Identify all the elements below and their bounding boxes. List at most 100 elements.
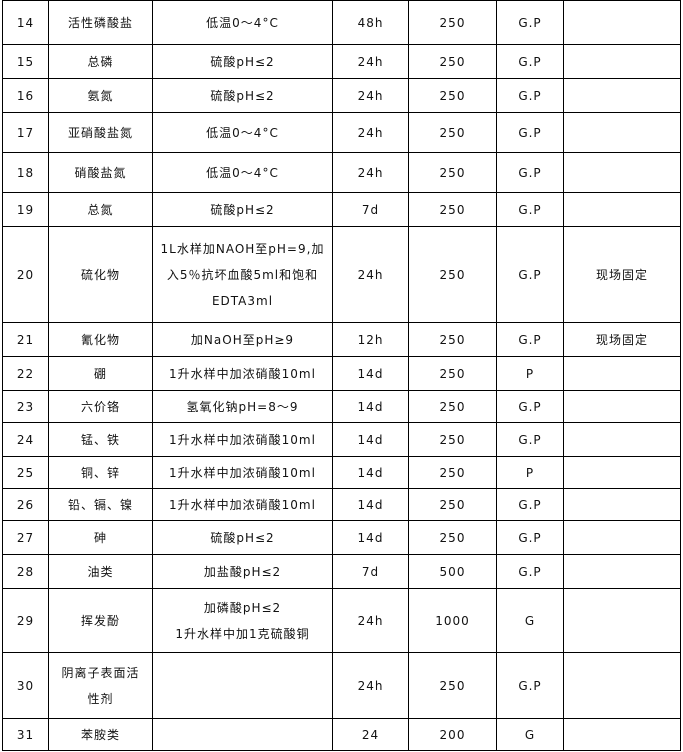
table-cell: 氰化物	[48, 322, 153, 357]
table-cell: 250	[408, 520, 497, 555]
table-cell: 19	[2, 192, 49, 227]
table-cell: G.P	[496, 520, 564, 555]
table-cell: G.P	[496, 322, 564, 357]
cell-line: 1升水样中加1克硫酸铜	[175, 626, 310, 641]
table-cell: G	[496, 588, 564, 653]
table-row: 22 硼 1升水样中加浓硝酸10ml 14d 250 P	[2, 356, 681, 391]
table-cell: 14d	[332, 390, 409, 423]
table-row: 31 苯胺类 24 200 G	[2, 718, 681, 751]
table-cell: 总磷	[48, 44, 153, 79]
table-row: 16 氨氮 硫酸pH≤2 24h 250 G.P	[2, 78, 681, 113]
table-cell	[563, 112, 681, 153]
table-cell: 17	[2, 112, 49, 153]
table-cell: G.P	[496, 652, 564, 719]
table-cell: 砷	[48, 520, 153, 555]
table-row: 27 砷硫酸pH≤2 14d 250 G.P	[2, 520, 681, 555]
table-cell	[563, 520, 681, 555]
table-cell: 30	[2, 652, 49, 719]
table-cell: 12h	[332, 322, 409, 357]
table-cell	[563, 390, 681, 423]
table-cell: 250	[408, 488, 497, 521]
table-cell: 24h	[332, 78, 409, 113]
table-cell: 1升水样中加浓硝酸10ml	[152, 356, 333, 391]
table-cell: 14d	[332, 422, 409, 457]
table-row: 26 铅、镉、镍 1升水样中加浓硝酸10ml 14d 250 G.P	[2, 488, 681, 521]
table-cell: 低温0～4°C	[152, 0, 333, 45]
table-row: 29 挥发酚 加磷酸pH≤2 1升水样中加1克硫酸铜 24h 1000 G	[2, 588, 681, 653]
table-cell	[563, 0, 681, 45]
table-cell: 加NaOH至pH≥9	[152, 322, 333, 357]
table-cell: G.P	[496, 78, 564, 113]
table-cell: 24h	[332, 226, 409, 323]
table-cell: 现场固定	[563, 226, 681, 323]
table-cell: 14d	[332, 356, 409, 391]
table-cell: 31	[2, 718, 49, 751]
table-cell: G.P	[496, 44, 564, 79]
table-cell: 24h	[332, 152, 409, 193]
table-cell: 25	[2, 456, 49, 489]
table-cell: 500	[408, 554, 497, 589]
table-cell: 活性磷酸盐	[48, 0, 153, 45]
table-cell: 200	[408, 718, 497, 751]
table-cell: 250	[408, 390, 497, 423]
table-cell: 1L水样加NAOH至pH=9,加 入5％抗坏血酸5ml和饱和 EDTA3ml	[152, 226, 333, 323]
table-cell: P	[496, 356, 564, 391]
table-cell: 硼	[48, 356, 153, 391]
table-cell: 挥发酚	[48, 588, 153, 653]
table-cell: 铅、镉、镍	[48, 488, 153, 521]
table-cell: G.P	[496, 390, 564, 423]
table-cell: 低温0～4°C	[152, 112, 333, 153]
table-row: 24 锰、铁 1升水样中加浓硝酸10ml 14d 250 G.P	[2, 422, 681, 457]
table-cell: 250	[408, 456, 497, 489]
table-cell: 硫酸pH≤2	[152, 192, 333, 227]
table-cell: 加盐酸pH≤2	[152, 554, 333, 589]
table-cell: 加磷酸pH≤2 1升水样中加1克硫酸铜	[152, 588, 333, 653]
table-cell: 24h	[332, 588, 409, 653]
table-cell	[563, 422, 681, 457]
table-row: 28 油类 加盐酸pH≤2 7d 500 G.P	[2, 554, 681, 589]
table-cell: 24h	[332, 44, 409, 79]
table-cell	[563, 554, 681, 589]
table-row: 23 六价铬 氢氧化钠pH=8～9 14d 250 G.P	[2, 390, 681, 423]
table-cell	[563, 488, 681, 521]
table-cell: 油类	[48, 554, 153, 589]
table-cell: 阴离子表面活 性剂	[48, 652, 153, 719]
table-cell: 六价铬	[48, 390, 153, 423]
table-cell: 24	[332, 718, 409, 751]
table-cell: 28	[2, 554, 49, 589]
table-row: 17 亚硝酸盐氮 低温0～4°C 24h 250 G.P	[2, 112, 681, 153]
table-cell: 250	[408, 44, 497, 79]
table-cell: 250	[408, 226, 497, 323]
table-cell: 氨氮	[48, 78, 153, 113]
table-cell: G.P	[496, 554, 564, 589]
table-cell	[152, 652, 333, 719]
table-row: 21 氰化物 加NaOH至pH≥9 12h 250 G.P 现场固定	[2, 322, 681, 357]
table-row: 30 阴离子表面活 性剂 24h 250 G.P	[2, 652, 681, 719]
table-cell	[563, 588, 681, 653]
table-cell	[563, 718, 681, 751]
table-cell: 14d	[332, 520, 409, 555]
table-row: 20 硫化物 1L水样加NAOH至pH=9,加 入5％抗坏血酸5ml和饱和 EDTA3m…	[2, 226, 681, 323]
table-cell	[563, 192, 681, 227]
table-cell: 苯胺类	[48, 718, 153, 751]
table-cell: 250	[408, 356, 497, 391]
table-cell: 14d	[332, 488, 409, 521]
table-cell	[563, 652, 681, 719]
table-cell	[152, 718, 333, 751]
cell-line: 1L水样加NAOH至pH=9,加	[160, 241, 325, 256]
table-cell: 铜、锌	[48, 456, 153, 489]
table-cell: 14	[2, 0, 49, 45]
table-cell: 250	[408, 322, 497, 357]
table-cell: 15	[2, 44, 49, 79]
table-cell: 硫酸pH≤2	[152, 44, 333, 79]
table-cell: 24h	[332, 112, 409, 153]
table-cell: 7d	[332, 554, 409, 589]
table-cell: 250	[408, 652, 497, 719]
table-cell: 23	[2, 390, 49, 423]
table-row: 18 硝酸盐氮 低温0～4°C 24h 250 G.P	[2, 152, 681, 193]
table-cell: G.P	[496, 0, 564, 45]
table-cell: 1升水样中加浓硝酸10ml	[152, 422, 333, 457]
table-cell: 20	[2, 226, 49, 323]
